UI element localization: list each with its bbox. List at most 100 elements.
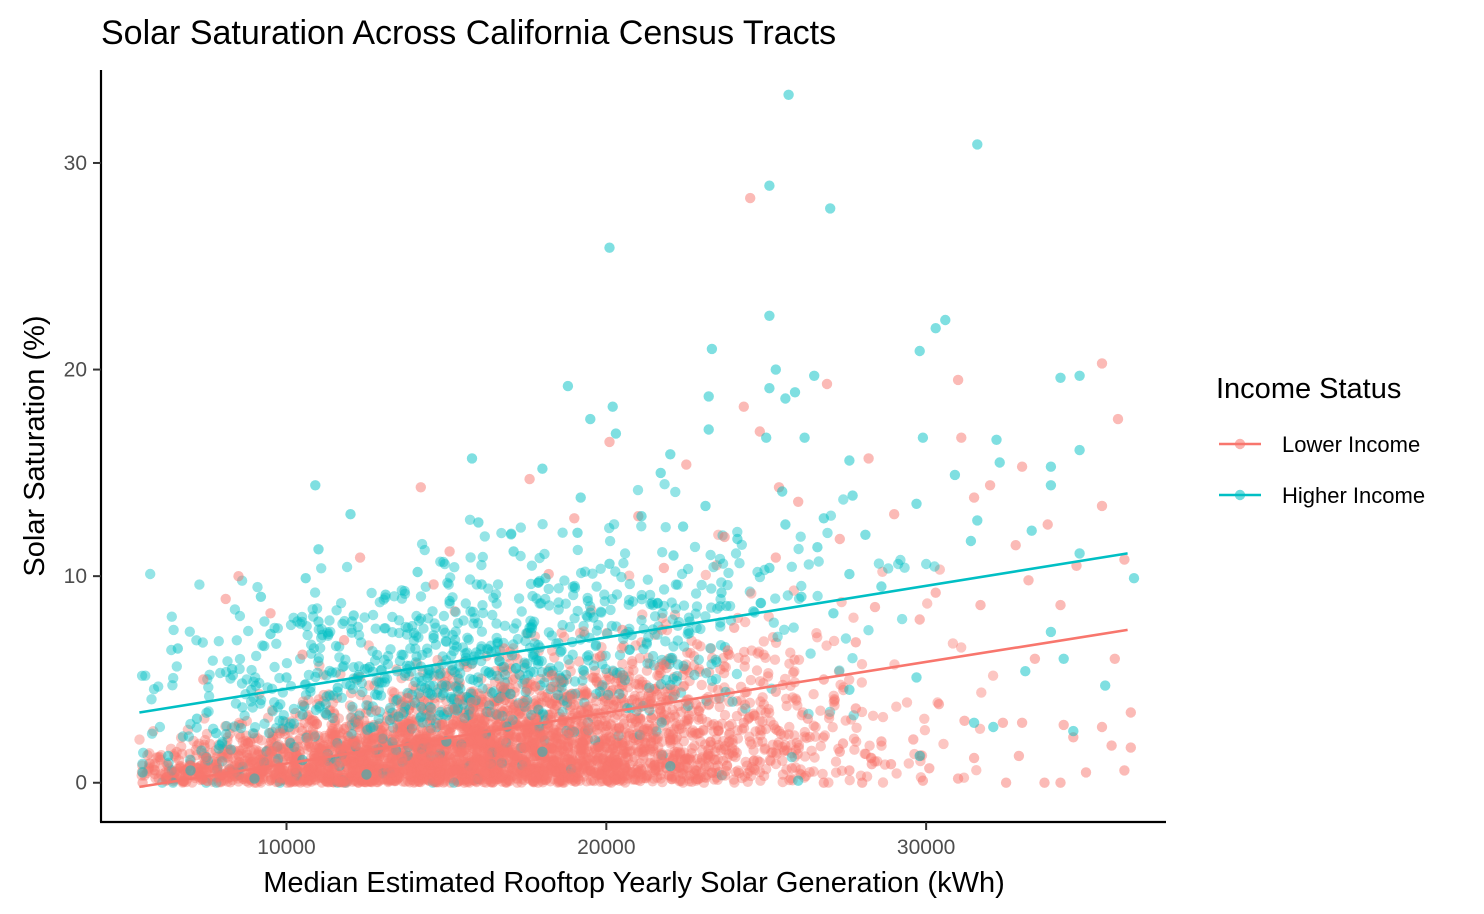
data-point-higher-income (385, 644, 396, 655)
data-point-lower-income (501, 752, 512, 763)
data-point-lower-income (455, 718, 466, 729)
data-point-lower-income (608, 743, 619, 754)
data-point-lower-income (519, 659, 530, 670)
data-point-lower-income (614, 722, 625, 733)
data-point-lower-income (770, 637, 782, 648)
data-point-lower-income (712, 720, 723, 732)
data-point-lower-income (522, 683, 533, 694)
data-point-lower-income (315, 738, 326, 749)
data-point-lower-income (676, 723, 687, 734)
data-point-lower-income (289, 773, 301, 785)
data-point-lower-income (345, 687, 357, 699)
data-point-higher-income (793, 775, 804, 786)
data-point-lower-income (288, 776, 300, 787)
data-point-higher-income (411, 610, 422, 622)
data-point-higher-income (911, 498, 922, 509)
data-point-lower-income (357, 759, 368, 770)
data-point-higher-income (519, 657, 530, 668)
data-point-lower-income (844, 765, 855, 776)
data-point-lower-income (417, 754, 428, 765)
data-point-lower-income (256, 735, 267, 746)
data-point-lower-income (600, 733, 612, 744)
data-point-lower-income (429, 771, 440, 782)
data-point-lower-income (481, 759, 492, 771)
data-point-lower-income (452, 741, 463, 752)
data-point-lower-income (482, 683, 493, 694)
data-point-higher-income (361, 700, 372, 711)
data-point-lower-income (361, 725, 372, 736)
data-point-lower-income (496, 771, 507, 783)
data-point-lower-income (705, 750, 716, 762)
data-point-lower-income (593, 768, 604, 779)
data-point-lower-income (409, 756, 421, 767)
data-point-lower-income (708, 754, 720, 765)
data-point-lower-income (363, 754, 374, 765)
data-point-higher-income (435, 556, 446, 567)
data-point-lower-income (593, 728, 604, 739)
data-point-lower-income (510, 716, 521, 727)
data-point-higher-income (249, 773, 260, 784)
data-point-higher-income (705, 643, 716, 654)
data-point-higher-income (184, 626, 195, 637)
data-point-higher-income (660, 522, 671, 533)
data-point-higher-income (438, 624, 449, 635)
data-point-lower-income (661, 691, 672, 703)
data-point-lower-income (706, 767, 718, 778)
data-point-higher-income (399, 588, 411, 599)
data-point-lower-income (481, 706, 492, 717)
data-point-lower-income (700, 569, 711, 581)
data-point-higher-income (322, 627, 333, 638)
data-point-lower-income (633, 679, 644, 690)
data-point-lower-income (829, 694, 840, 705)
data-point-lower-income (924, 763, 935, 774)
data-point-lower-income (684, 667, 695, 678)
data-point-lower-income (817, 768, 828, 780)
data-point-lower-income (471, 752, 483, 763)
data-point-lower-income (403, 704, 414, 715)
data-point-higher-income (316, 563, 327, 574)
data-point-lower-income (220, 593, 231, 605)
data-point-lower-income (490, 755, 502, 766)
data-point-lower-income (222, 735, 233, 747)
data-point-higher-income (387, 611, 398, 623)
data-point-lower-income (575, 746, 586, 758)
data-point-lower-income (413, 762, 424, 773)
data-point-lower-income (234, 760, 245, 771)
data-point-lower-income (474, 707, 486, 719)
data-point-lower-income (850, 703, 861, 714)
data-point-lower-income (554, 745, 565, 756)
data-point-lower-income (524, 473, 535, 485)
data-point-lower-income (390, 747, 402, 758)
data-point-lower-income (387, 748, 399, 759)
data-point-lower-income (720, 745, 732, 756)
data-point-lower-income (492, 741, 503, 752)
data-point-lower-income (641, 682, 652, 694)
data-point-lower-income (568, 774, 579, 785)
data-point-lower-income (656, 753, 667, 765)
data-point-lower-income (806, 745, 817, 756)
data-point-lower-income (144, 758, 156, 769)
data-point-lower-income (332, 738, 343, 749)
data-point-lower-income (889, 509, 900, 520)
data-point-lower-income (551, 767, 562, 778)
data-point-lower-income (398, 720, 409, 731)
data-point-lower-income (764, 754, 775, 766)
data-point-lower-income (389, 687, 400, 698)
data-point-lower-income (919, 725, 931, 736)
data-point-higher-income (893, 558, 904, 570)
data-point-higher-income (410, 657, 422, 668)
data-point-higher-income (508, 623, 520, 634)
legend-item-higher-income: Higher Income (1219, 483, 1425, 508)
data-point-higher-income (288, 703, 300, 715)
data-point-lower-income (308, 763, 319, 774)
data-point-lower-income (1013, 750, 1025, 762)
data-point-lower-income (329, 718, 340, 729)
data-point-lower-income (1096, 721, 1108, 733)
data-point-lower-income (444, 712, 455, 723)
data-point-lower-income (811, 628, 822, 639)
data-point-lower-income (683, 773, 695, 784)
data-point-lower-income (417, 725, 428, 736)
data-point-lower-income (611, 669, 623, 681)
data-point-lower-income (439, 676, 451, 687)
data-point-lower-income (491, 764, 503, 775)
